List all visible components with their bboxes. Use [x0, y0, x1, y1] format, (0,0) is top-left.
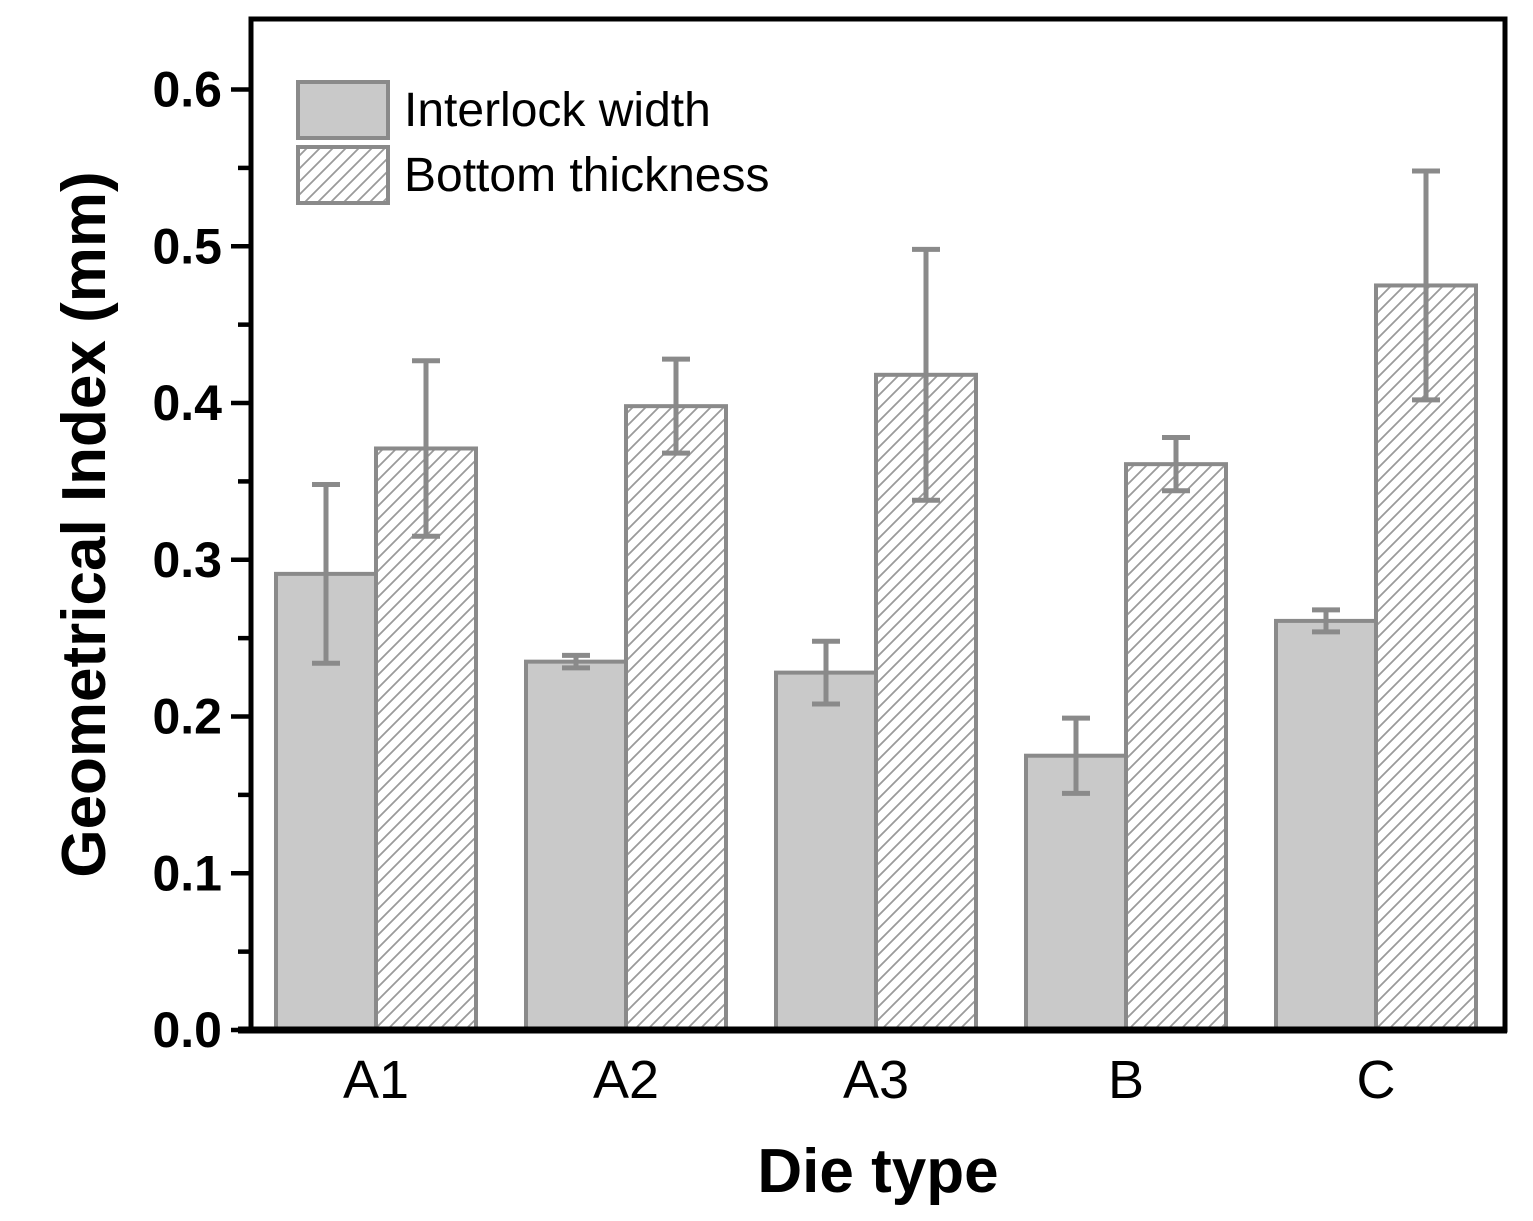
y-axis-title: Geometrical Index (mm) — [50, 171, 119, 877]
bar-interlock-width-a3 — [774, 670, 878, 1032]
legend-swatch-interlock-width — [296, 80, 390, 140]
y-tick-label: 0.6 — [152, 62, 222, 118]
error-bar-interlock-width-b — [1062, 715, 1090, 796]
y-tick-label: 0.2 — [152, 689, 222, 745]
y-tick-label: 0.0 — [152, 1002, 222, 1058]
y-tick-label: 0.4 — [152, 375, 222, 431]
x-category-label: A2 — [593, 1050, 659, 1110]
x-category-label: A3 — [843, 1050, 909, 1110]
x-category-label: B — [1108, 1050, 1144, 1110]
bar-interlock-width-c — [1274, 618, 1378, 1032]
legend: Interlock width Bottom thickness — [296, 80, 769, 205]
y-tick-label: 0.3 — [152, 532, 222, 588]
error-bar-bottom-thickness-a1 — [412, 358, 440, 539]
x-axis-title: Die type — [757, 1137, 998, 1206]
legend-swatch-bottom-thickness — [296, 145, 390, 205]
y-tick-label: 0.1 — [152, 845, 222, 901]
error-bar-interlock-width-a2 — [562, 652, 590, 671]
legend-label-interlock-width: Interlock width — [404, 84, 711, 137]
error-bar-bottom-thickness-c — [1412, 168, 1440, 403]
bar-bottom-thickness-b — [1124, 462, 1228, 1032]
error-bar-interlock-width-a3 — [812, 638, 840, 707]
y-tick-label: 0.5 — [152, 218, 222, 274]
bar-interlock-width-a2 — [524, 659, 628, 1033]
error-bar-interlock-width-a1 — [312, 482, 340, 666]
legend-label-bottom-thickness: Bottom thickness — [404, 149, 769, 202]
bar-bottom-thickness-a2 — [624, 404, 728, 1032]
error-bar-bottom-thickness-a2 — [662, 356, 690, 456]
bar-interlock-width-b — [1024, 753, 1128, 1033]
error-bar-bottom-thickness-a3 — [912, 246, 940, 503]
error-bar-interlock-width-c — [1312, 607, 1340, 635]
x-category-label: A1 — [343, 1050, 409, 1110]
error-bar-bottom-thickness-b — [1162, 435, 1190, 494]
x-category-label: C — [1357, 1050, 1396, 1110]
